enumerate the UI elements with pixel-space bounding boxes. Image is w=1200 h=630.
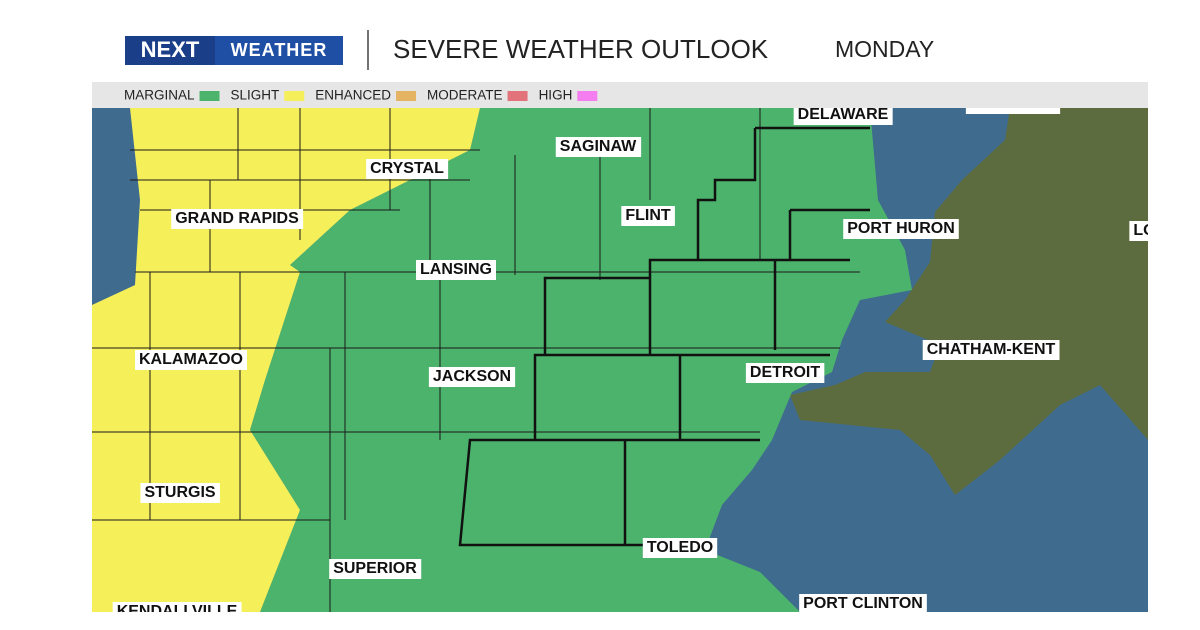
city-label-bg [140,483,220,503]
city-label-bg [555,137,642,157]
city-label: DETROIT [750,364,820,381]
legend-swatch [396,91,417,101]
legend-label: ENHANCED [315,88,391,103]
legend-swatch [199,91,220,101]
legend-swatch [577,91,598,101]
legend-label: SLIGHT [231,88,280,103]
city-label: CRYSTAL [370,160,444,177]
city-label-bg [329,559,422,579]
city-label: PORT HURON [847,220,955,237]
logo-left-bg [125,36,215,65]
city-label: FLINT [625,207,671,224]
legend: MARGINAL SLIGHT ENHANCED MODERATE HIGH [124,88,598,103]
city-label: SUPERIOR [333,560,417,577]
city-label-bg [922,340,1060,360]
city-label-bg [171,209,304,229]
city-label-bg [112,602,242,612]
city-label-bg [1129,221,1148,241]
city-label: GODERICH [970,95,1056,112]
title: SEVERE WEATHER OUTLOOK [393,34,769,64]
city-label-bg [135,350,247,370]
legend-bar [92,82,1148,108]
city-label-bg [416,260,496,280]
city-label-bg [843,219,959,239]
city-label: TOLEDO [647,539,713,556]
city-label: STURGIS [144,484,215,501]
logo-left: NEXT [141,37,200,62]
city-label: JACKSON [433,368,511,385]
ontario [790,108,1148,495]
city-label-bg [428,367,516,387]
city-label-bg [642,538,718,558]
city-label: DELAWARE [798,106,889,123]
legend-label: HIGH [539,88,573,103]
city-label: PORT CLINTON [803,595,923,612]
marginal-area [250,108,912,612]
map: DELAWARE GODERICH SAGINAW CRYSTAL GRAND RAPI… [92,95,1200,620]
legend-swatch [284,91,305,101]
city-labels: DELAWARE GODERICH SAGINAW CRYSTAL GRAND RAPI… [112,95,1200,620]
legend-label: MODERATE [427,88,503,103]
city-label-bg [621,206,675,226]
city-label: LONDON [1133,222,1200,239]
legend-swatch [507,91,528,101]
city-label-bg [745,363,825,383]
city-label: KENDALLVILLE [117,603,238,620]
city-label-bg [799,594,927,612]
legend-label: MARGINAL [124,88,195,103]
city-label: SAGINAW [560,138,637,155]
city-label: LANSING [420,261,492,278]
county-borders [458,126,870,547]
city-label-bg [366,159,449,179]
city-label: KALAMAZOO [139,351,243,368]
logo-right: WEATHER [231,40,328,60]
city-label-bg [793,108,893,125]
day: MONDAY [835,36,934,62]
city-label-bg [965,108,1061,114]
city-label: GRAND RAPIDS [175,210,299,227]
city-label: CHATHAM-KENT [927,341,1056,358]
